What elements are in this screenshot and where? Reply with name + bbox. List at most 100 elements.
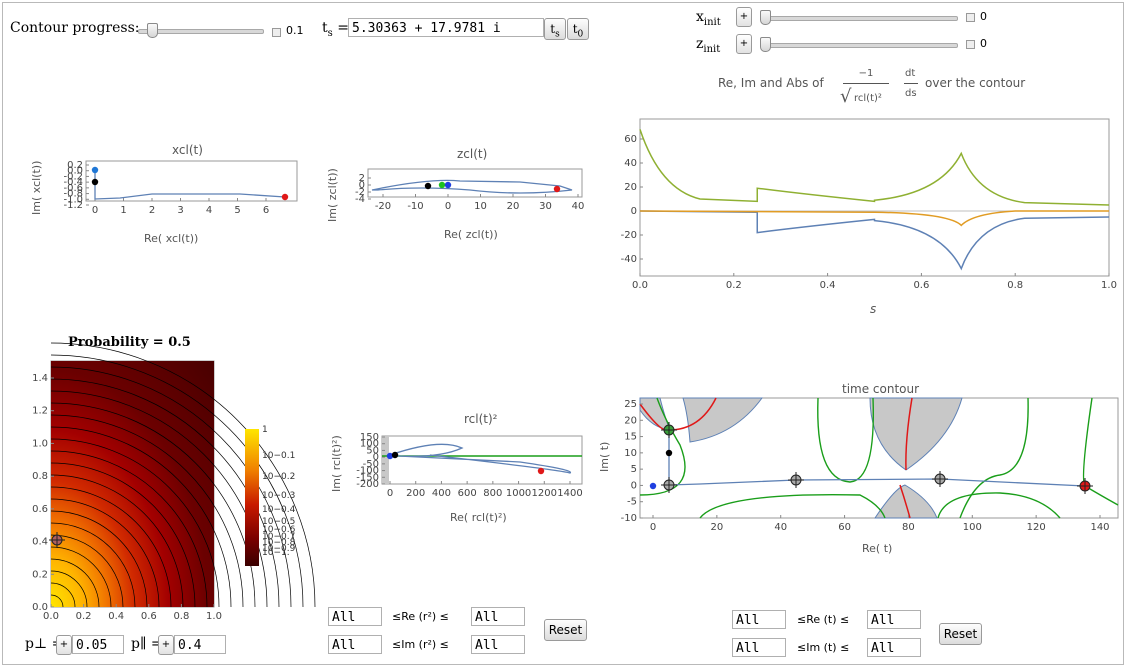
xinit-slider[interactable]	[760, 10, 958, 25]
reset-t-button[interactable]: Reset	[939, 623, 982, 645]
slider-expand-icon[interactable]	[272, 28, 281, 37]
time-contour-x-tick-label: 0	[650, 522, 656, 533]
time-contour-red-line	[899, 484, 911, 519]
rcl-y-tick-label: 0	[373, 452, 379, 463]
xcl-y-tick-label: 0.2	[67, 160, 83, 171]
zcl-ylabel: Im( zcl(t))	[326, 168, 339, 222]
ts-button[interactable]: ts	[544, 18, 566, 40]
im-r2-label: ≤Im (r²) ≤	[392, 638, 449, 651]
contour-progress-slider[interactable]	[138, 23, 264, 38]
reset-r2-button[interactable]: Reset	[544, 619, 587, 641]
integrand-abs-curve	[639, 129, 1110, 206]
integrand-x-tick-label: 0.6	[913, 280, 929, 291]
zcl-y-tick-label: -4	[355, 194, 365, 205]
re-r2-max-input[interactable]: All	[471, 607, 525, 626]
time-contour-ylabel: Im( t)	[598, 441, 611, 472]
zinit-plus-button[interactable]: +	[736, 34, 752, 54]
xcl-x-tick-label: 6	[263, 205, 269, 216]
p-perp-input[interactable]: 0.05	[72, 635, 124, 654]
rcl-y-tick-label: 50	[366, 445, 379, 456]
re-t-min-input[interactable]: All	[732, 610, 786, 629]
integrand-y-tick-label: -20	[621, 230, 637, 241]
ts-label: ts =	[322, 20, 349, 39]
time-contour-y-tick-label: -10	[621, 513, 637, 524]
probability-contour	[50, 474, 184, 608]
slider-expand-icon[interactable]	[966, 40, 975, 49]
p-par-label: p∥ =	[131, 636, 163, 652]
time-contour-y-tick-label: -5	[627, 497, 637, 508]
xinit-plus-button[interactable]: +	[736, 7, 752, 27]
rcl-y-tick-label: -50	[363, 459, 379, 470]
rcl-start-point	[386, 452, 394, 460]
zcl-marker-blue	[444, 181, 452, 189]
probability-y-tick-label: 0.0	[32, 602, 48, 613]
zinit-slider[interactable]	[760, 37, 958, 52]
integrand-y-tick-label: -40	[621, 254, 637, 265]
integrand-title: Re, Im and Abs of −1 √ rcl(t)² dt ds ove…	[718, 68, 1026, 107]
probability-legend-label: 10−0.8	[262, 538, 296, 548]
rcl-y-tick-label: -100	[356, 466, 379, 477]
time-contour-x-tick-label: 40	[774, 522, 787, 533]
xcl-start-point	[91, 166, 99, 174]
xcl-x-tick-label: 1	[120, 205, 126, 216]
rcl-x-tick-label: 400	[432, 488, 451, 499]
probability-y-tick-label: 1.2	[32, 406, 48, 417]
time-contour-shade	[639, 397, 671, 431]
ts-input[interactable]: 5.30363 + 17.9781 i	[348, 18, 544, 37]
time-contour-y-tick-label: 0	[631, 480, 637, 491]
xinit-value: 0	[980, 10, 987, 23]
p-par-input[interactable]: 0.4	[174, 635, 226, 654]
zcl-x-tick-label: -10	[407, 201, 423, 212]
time-contour-x-tick-label: 120	[1027, 522, 1046, 533]
time-contour-title: time contour	[842, 382, 920, 396]
re-r2-label: ≤Re (r²) ≤	[392, 610, 449, 623]
xcl-y-tick-label: -0.4	[63, 177, 83, 188]
p-perp-plus-button[interactable]: +	[56, 635, 72, 655]
im-t-min-input[interactable]: All	[732, 638, 786, 657]
rcl-x-tick-label: 0	[387, 488, 393, 499]
im-r2-max-input[interactable]: All	[471, 635, 525, 654]
zinit-value: 0	[980, 37, 987, 50]
integrand-im-curve	[639, 210, 1109, 227]
time-contour-path	[668, 430, 1086, 487]
xcl-curve	[94, 172, 286, 200]
re-r2-min-input[interactable]: All	[328, 607, 382, 626]
probability-contour	[50, 510, 148, 608]
xcl-y-tick-label: 0.0	[67, 166, 83, 177]
probability-contour	[50, 378, 280, 608]
time-contour-xlabel: Re( t)	[862, 542, 893, 555]
xcl-y-tick-label: -0.2	[63, 171, 83, 182]
integrand-re-curve	[639, 210, 1110, 271]
probability-x-tick-label: 0.2	[76, 611, 92, 622]
xcl-y-tick-label: -1.2	[63, 200, 83, 211]
probability-legend-label: 10−1.	[262, 548, 290, 558]
zcl-x-tick-label: 40	[572, 201, 585, 212]
rcl-y-tick-label: -150	[356, 472, 379, 483]
p-par-plus-button[interactable]: +	[158, 635, 174, 655]
integrand-xlabel: s	[870, 302, 877, 316]
re-t-max-input[interactable]: All	[867, 610, 921, 629]
t0-button[interactable]: t0	[567, 18, 589, 40]
integrand-frame	[639, 118, 1110, 277]
probability-y-tick-label: 0.2	[32, 569, 48, 580]
xcl-marker-black	[91, 178, 99, 186]
xinit-label: xinit	[696, 9, 721, 28]
probability-legend-label: 10−0.4	[262, 505, 296, 515]
zcl-y-tick-label: -2	[355, 187, 365, 198]
im-r2-min-input[interactable]: All	[328, 635, 382, 654]
im-t-max-input[interactable]: All	[867, 638, 921, 657]
slider-thumb[interactable]	[147, 23, 158, 38]
zcl-x-tick-label: 0	[445, 201, 451, 212]
zcl-x-tick-label: 30	[539, 201, 552, 212]
slider-thumb[interactable]	[760, 37, 771, 52]
rcl-xlabel: Re( rcl(t)²)	[450, 511, 507, 524]
probability-x-tick-label: 0.4	[108, 611, 124, 622]
rcl-end-point	[537, 467, 545, 475]
probability-contour	[50, 498, 160, 608]
rcl-y-tick-label: 100	[360, 439, 379, 450]
slider-expand-icon[interactable]	[966, 13, 975, 22]
slider-thumb[interactable]	[760, 10, 771, 25]
xcl-x-tick-label: 2	[149, 205, 155, 216]
